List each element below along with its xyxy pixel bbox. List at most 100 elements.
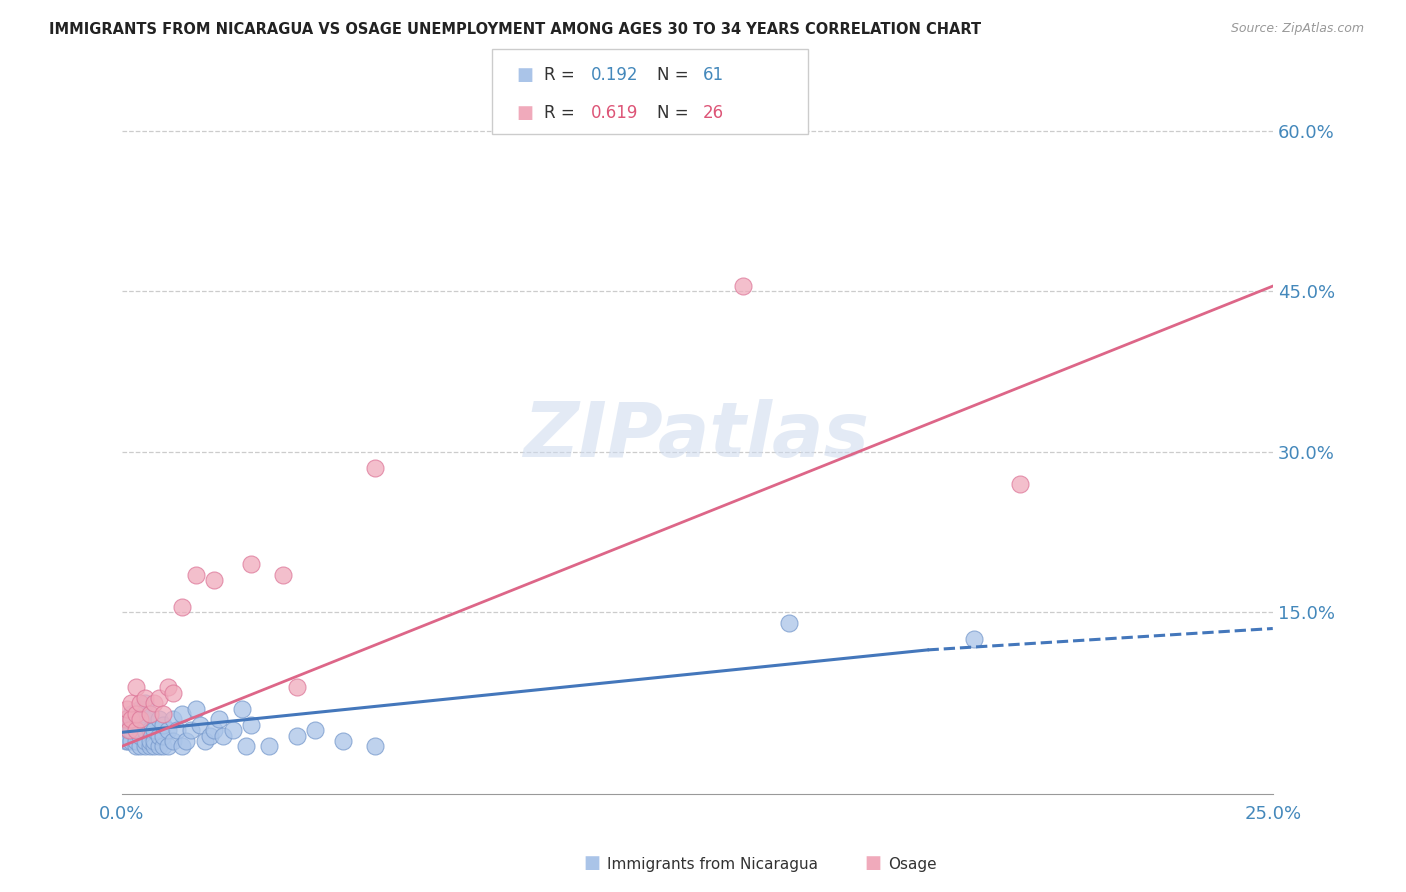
Point (202, 574, 225, 588)
Point (129, 697, 152, 711)
Point (184, 702, 207, 716)
Text: N =: N = (657, 103, 693, 121)
Point (138, 707, 160, 722)
Point (239, 558, 262, 572)
Point (148, 739, 170, 754)
Text: ZIPatlas: ZIPatlas (524, 399, 870, 473)
Point (115, 713, 138, 727)
Point (304, 723, 326, 738)
Point (134, 739, 156, 754)
Point (148, 691, 170, 706)
Point (115, 723, 138, 738)
Text: 0.619: 0.619 (591, 103, 638, 121)
Point (125, 734, 148, 748)
Point (152, 707, 174, 722)
Point (114, 734, 136, 748)
Point (118, 723, 141, 738)
Point (134, 691, 156, 706)
Point (166, 723, 188, 738)
Point (148, 713, 170, 727)
Text: ■: ■ (516, 66, 533, 84)
Point (184, 568, 207, 582)
Point (157, 681, 180, 695)
Point (152, 729, 174, 743)
Text: 61: 61 (703, 66, 724, 84)
Point (148, 729, 170, 743)
Point (125, 707, 148, 722)
Text: Osage: Osage (889, 857, 938, 872)
Text: 26: 26 (703, 103, 724, 121)
Point (138, 734, 160, 748)
Text: Source: ZipAtlas.com: Source: ZipAtlas.com (1230, 22, 1364, 36)
Point (235, 739, 257, 754)
Point (125, 723, 148, 738)
Point (134, 713, 156, 727)
Point (125, 739, 148, 754)
Point (202, 723, 225, 738)
Point (152, 718, 174, 732)
Point (120, 707, 142, 722)
Point (143, 723, 166, 738)
Point (157, 723, 180, 738)
Point (259, 739, 281, 754)
Point (125, 723, 148, 738)
Point (231, 702, 253, 716)
Point (170, 600, 193, 615)
Point (143, 739, 166, 754)
Point (962, 632, 984, 647)
Point (138, 723, 160, 738)
Point (162, 713, 184, 727)
Text: 0.192: 0.192 (591, 66, 638, 84)
Point (125, 681, 148, 695)
Point (198, 729, 221, 743)
Point (364, 461, 387, 475)
Point (134, 697, 156, 711)
Point (125, 707, 148, 722)
Point (188, 718, 211, 732)
Text: ■: ■ (865, 855, 882, 872)
Point (733, 279, 755, 293)
Point (778, 616, 800, 631)
Point (212, 729, 235, 743)
Point (271, 568, 294, 582)
Point (117, 734, 139, 748)
Point (194, 734, 217, 748)
Text: R =: R = (544, 66, 581, 84)
Point (332, 734, 354, 748)
Point (162, 686, 184, 700)
Text: Immigrants from Nicaragua: Immigrants from Nicaragua (607, 857, 818, 872)
Point (1008, 477, 1031, 491)
Point (118, 723, 141, 738)
Point (285, 681, 308, 695)
Point (143, 734, 166, 748)
Point (134, 723, 156, 738)
Point (364, 739, 387, 754)
Point (129, 729, 152, 743)
Point (239, 718, 262, 732)
Point (120, 734, 142, 748)
Point (129, 713, 152, 727)
Point (138, 707, 160, 722)
Point (180, 723, 202, 738)
Point (120, 713, 142, 727)
Text: ■: ■ (516, 103, 533, 121)
Point (152, 739, 174, 754)
Point (170, 707, 193, 722)
Point (114, 713, 136, 727)
Point (129, 702, 152, 716)
Point (208, 713, 231, 727)
Point (285, 729, 308, 743)
Point (170, 739, 193, 754)
Point (129, 723, 152, 738)
Point (143, 697, 166, 711)
Text: N =: N = (657, 66, 693, 84)
Text: ■: ■ (583, 855, 600, 872)
Point (120, 697, 142, 711)
Point (176, 734, 198, 748)
Text: IMMIGRANTS FROM NICARAGUA VS OSAGE UNEMPLOYMENT AMONG AGES 30 TO 34 YEARS CORREL: IMMIGRANTS FROM NICARAGUA VS OSAGE UNEMP… (49, 22, 981, 37)
Point (129, 739, 152, 754)
Point (138, 739, 160, 754)
Point (134, 734, 156, 748)
Text: R =: R = (544, 103, 581, 121)
Point (115, 702, 138, 716)
